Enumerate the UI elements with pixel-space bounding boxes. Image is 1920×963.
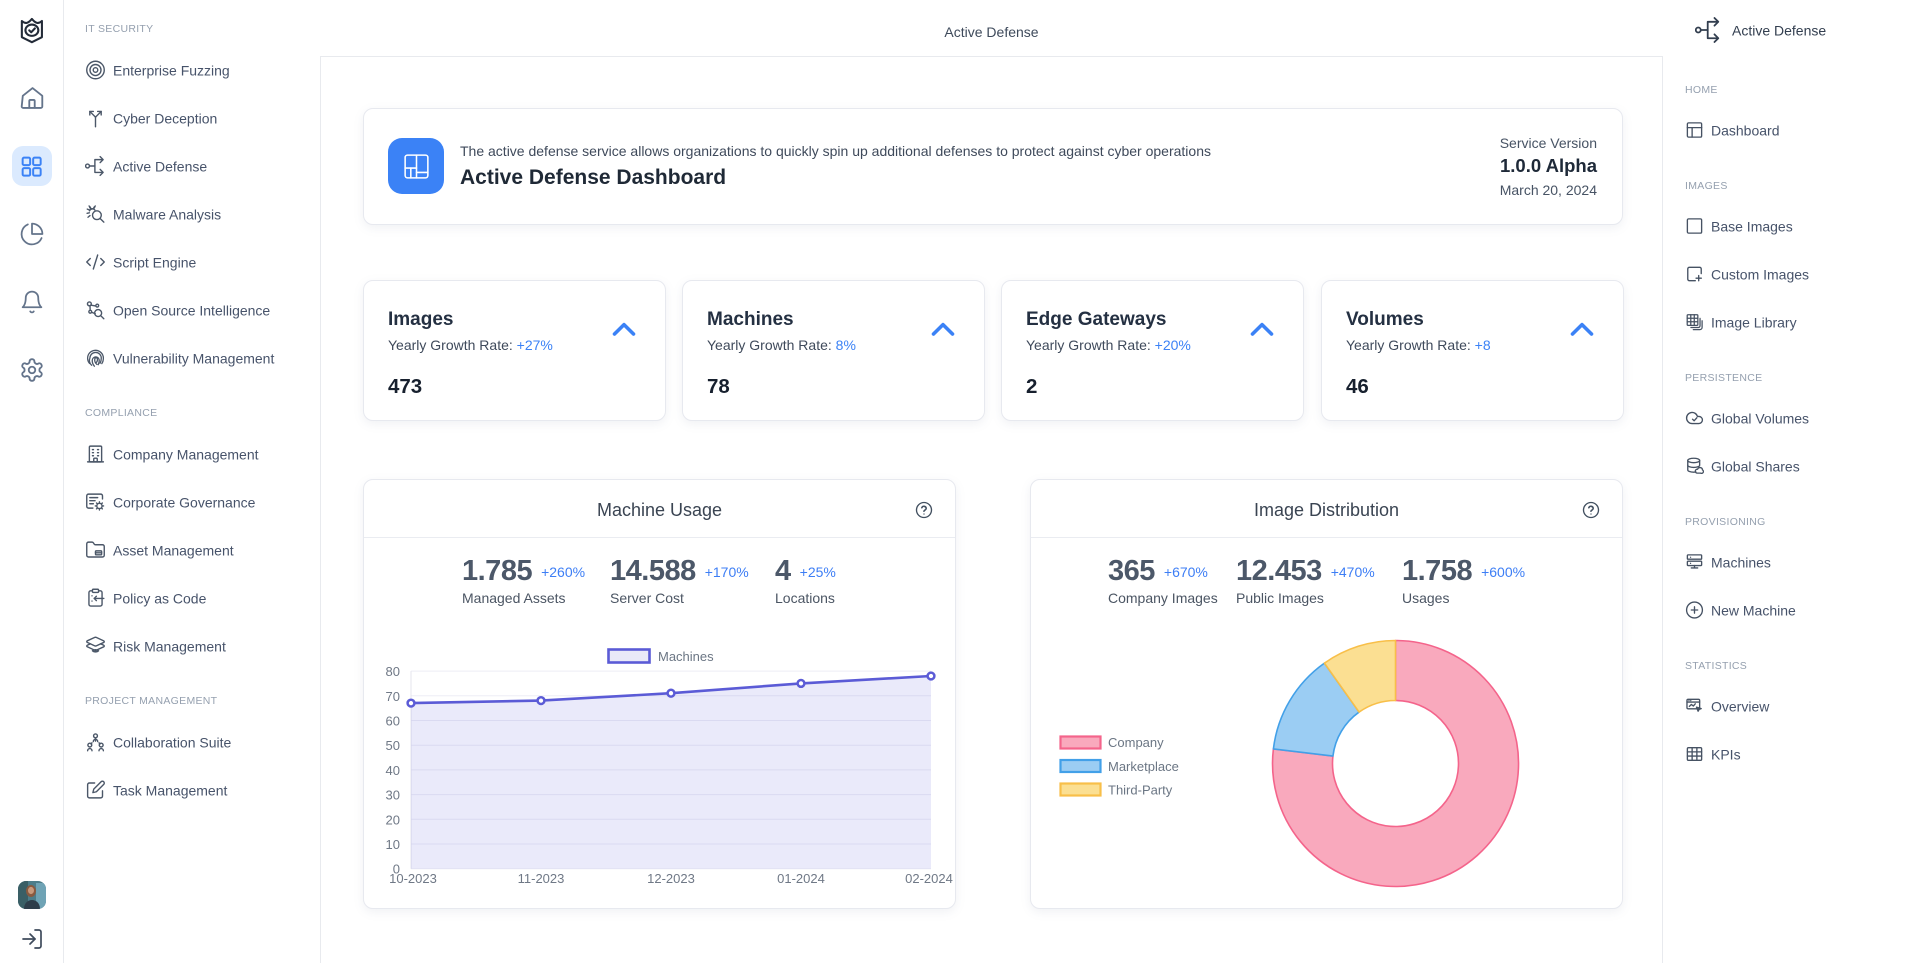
svg-text:11-2023: 11-2023 [518, 871, 565, 886]
svg-text:80: 80 [386, 664, 400, 679]
svg-text:02-2024: 02-2024 [905, 871, 953, 886]
svg-text:12-2023: 12-2023 [647, 871, 695, 886]
svg-text:0: 0 [393, 862, 400, 877]
svg-text:20: 20 [386, 812, 400, 827]
svg-text:30: 30 [386, 788, 400, 803]
svg-text:Company: Company [1108, 735, 1164, 750]
svg-text:10-2023: 10-2023 [389, 871, 437, 886]
svg-text:60: 60 [386, 714, 400, 729]
svg-text:Third-Party: Third-Party [1108, 783, 1173, 798]
svg-text:Marketplace: Marketplace [1108, 759, 1179, 774]
svg-text:40: 40 [386, 763, 400, 778]
svg-text:10: 10 [386, 837, 400, 852]
svg-text:01-2024: 01-2024 [777, 871, 825, 886]
svg-text:50: 50 [386, 738, 400, 753]
svg-text:70: 70 [386, 689, 400, 704]
svg-text:Machines: Machines [658, 649, 714, 664]
